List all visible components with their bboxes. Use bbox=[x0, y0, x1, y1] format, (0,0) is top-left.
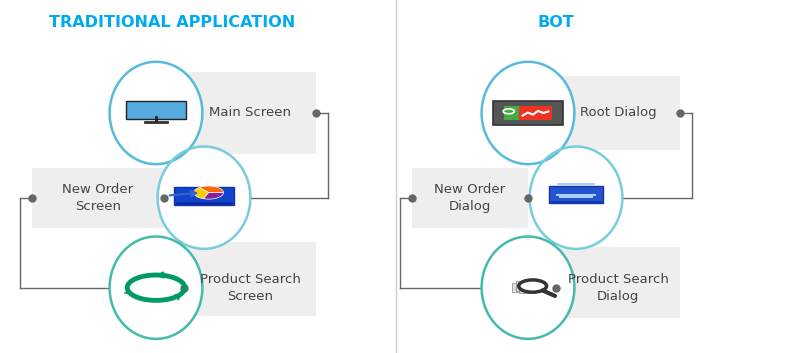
FancyBboxPatch shape bbox=[518, 283, 536, 293]
Text: New Order
Screen: New Order Screen bbox=[62, 183, 134, 213]
Text: TRADITIONAL APPLICATION: TRADITIONAL APPLICATION bbox=[49, 16, 295, 30]
FancyBboxPatch shape bbox=[494, 101, 562, 125]
Text: Product Search
Screen: Product Search Screen bbox=[199, 273, 301, 303]
FancyBboxPatch shape bbox=[512, 282, 530, 292]
Ellipse shape bbox=[482, 62, 574, 164]
Text: Product Search
Dialog: Product Search Dialog bbox=[567, 273, 669, 303]
FancyBboxPatch shape bbox=[145, 121, 168, 122]
Ellipse shape bbox=[110, 62, 202, 164]
FancyBboxPatch shape bbox=[32, 168, 164, 228]
FancyBboxPatch shape bbox=[174, 187, 234, 204]
Wedge shape bbox=[203, 193, 223, 199]
Text: New Order
Dialog: New Order Dialog bbox=[434, 183, 506, 213]
FancyBboxPatch shape bbox=[504, 106, 518, 120]
FancyBboxPatch shape bbox=[412, 168, 528, 228]
FancyBboxPatch shape bbox=[556, 194, 596, 196]
Wedge shape bbox=[194, 187, 209, 199]
FancyBboxPatch shape bbox=[176, 202, 232, 204]
FancyBboxPatch shape bbox=[557, 183, 595, 185]
Ellipse shape bbox=[138, 280, 174, 295]
Text: BOT: BOT bbox=[538, 16, 574, 30]
FancyBboxPatch shape bbox=[184, 242, 316, 316]
FancyBboxPatch shape bbox=[519, 106, 552, 120]
Text: Root Dialog: Root Dialog bbox=[580, 107, 656, 119]
Ellipse shape bbox=[482, 237, 574, 339]
FancyBboxPatch shape bbox=[184, 72, 316, 154]
Ellipse shape bbox=[158, 146, 250, 249]
FancyBboxPatch shape bbox=[126, 101, 186, 119]
FancyBboxPatch shape bbox=[517, 281, 534, 291]
Circle shape bbox=[518, 280, 546, 292]
FancyBboxPatch shape bbox=[558, 197, 594, 198]
FancyBboxPatch shape bbox=[551, 201, 601, 202]
FancyBboxPatch shape bbox=[556, 76, 680, 150]
Text: Main Screen: Main Screen bbox=[209, 107, 291, 119]
Wedge shape bbox=[199, 186, 223, 193]
Ellipse shape bbox=[530, 146, 622, 249]
FancyBboxPatch shape bbox=[549, 186, 603, 203]
FancyBboxPatch shape bbox=[556, 247, 680, 318]
Ellipse shape bbox=[110, 237, 202, 339]
